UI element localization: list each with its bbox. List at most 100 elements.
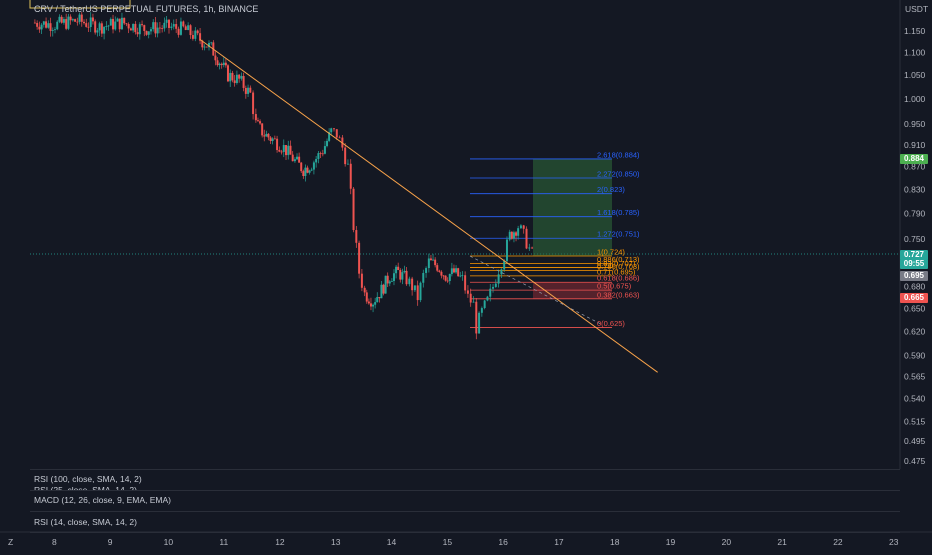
candle-body — [269, 137, 272, 141]
candle-body — [83, 21, 86, 24]
candle-body — [452, 268, 455, 273]
level-price-tag: 0.695 — [900, 271, 928, 281]
candle-body — [220, 63, 223, 66]
candle-body — [163, 22, 166, 29]
price-tick-label: 0.910 — [904, 140, 926, 150]
price-tick-label: 0.475 — [904, 456, 926, 466]
candle-body — [306, 167, 309, 173]
candle-body — [273, 138, 276, 140]
stop-zone[interactable] — [533, 282, 612, 299]
price-tick-label: 0.870 — [904, 162, 926, 172]
candle-body — [116, 18, 119, 22]
fib-level-label: 0.382(0.663) — [597, 290, 640, 299]
candle-body — [519, 225, 522, 229]
candle-body — [302, 171, 305, 177]
candle-body — [522, 225, 525, 229]
candle-body — [218, 63, 221, 66]
candle-body — [280, 151, 283, 153]
candle-body — [466, 290, 469, 294]
candle-body — [261, 123, 264, 136]
candle-body — [319, 153, 322, 154]
candle-body — [321, 153, 324, 155]
candle-body — [326, 140, 329, 147]
candle-body — [355, 230, 358, 243]
candle-body — [338, 137, 341, 139]
candle-body — [497, 274, 500, 284]
candle-body — [392, 273, 395, 282]
candle-body — [94, 21, 97, 33]
timezone-corner-label[interactable]: Z — [8, 537, 13, 547]
candle-body — [91, 17, 94, 22]
indicator-rsi-100-label[interactable]: RSI (100, close, SMA, 14, 2) — [34, 474, 142, 484]
candle-body — [276, 138, 279, 151]
candle-body — [367, 301, 370, 304]
candle-body — [438, 270, 441, 272]
candle-body — [515, 232, 518, 236]
candle-body — [505, 239, 508, 261]
candle-body — [494, 283, 497, 287]
candle-body — [469, 293, 472, 303]
indicator-rsi-25-label[interactable]: RSI (25, close, SMA, 14, 2) — [34, 485, 137, 490]
candle-body — [132, 23, 135, 31]
candle-body — [298, 156, 301, 163]
candle-body — [147, 31, 150, 35]
time-tick-label: 22 — [833, 537, 843, 547]
pane-separator[interactable] — [30, 532, 900, 533]
price-tick-label: 0.650 — [904, 303, 926, 313]
time-tick-label: 19 — [666, 537, 676, 547]
pane-separator[interactable] — [30, 469, 900, 470]
candle-body — [263, 135, 266, 137]
candle-body — [419, 282, 422, 301]
projection-line[interactable] — [469, 255, 601, 324]
candle-body — [58, 16, 61, 22]
candle-body — [382, 284, 385, 294]
candle-body — [480, 308, 483, 313]
price-tick-label: 0.565 — [904, 372, 926, 382]
candle-body — [304, 167, 307, 177]
candle-body — [123, 17, 126, 24]
candle-body — [214, 55, 217, 61]
candle-body — [45, 21, 48, 28]
pane-separator[interactable] — [30, 490, 900, 491]
candle-body — [291, 154, 294, 162]
time-tick-label: 17 — [554, 537, 564, 547]
pane-separator[interactable] — [30, 511, 900, 512]
fib-level-label: 1.272(0.751) — [597, 230, 640, 239]
candle-body — [457, 268, 460, 277]
candle-body — [300, 162, 303, 172]
candle-body — [103, 26, 106, 34]
candle-body — [344, 147, 347, 165]
time-tick-label: 16 — [498, 537, 508, 547]
descending-trendline[interactable] — [199, 39, 658, 373]
candle-body — [56, 21, 59, 30]
indicator-macd-label[interactable]: MACD (12, 26, close, 9, EMA, EMA) — [34, 495, 171, 505]
time-tick-label: 9 — [108, 537, 113, 547]
candle-body — [136, 32, 139, 35]
candle-body — [293, 159, 296, 162]
price-tick-label: 1.000 — [904, 94, 926, 104]
candle-body — [525, 228, 528, 249]
candle-body — [177, 28, 180, 35]
candle-body — [191, 35, 194, 39]
target-zone[interactable] — [533, 158, 612, 257]
candle-body — [346, 163, 349, 165]
price-tick-label: 1.100 — [904, 48, 926, 58]
fib-level-label: 2.618(0.884) — [597, 150, 640, 159]
indicator-rsi-14-label[interactable]: RSI (14, close, SMA, 14, 2) — [34, 517, 137, 527]
candle-body — [224, 62, 227, 66]
candle-body — [440, 271, 443, 276]
candle-body — [434, 259, 437, 266]
candle-body — [194, 30, 197, 39]
candle-body — [189, 25, 192, 36]
candle-body — [51, 30, 54, 31]
candle-body — [100, 23, 103, 34]
candle-body — [54, 29, 56, 31]
time-tick-label: 11 — [219, 537, 228, 547]
candle-body — [158, 27, 161, 29]
candle-body — [317, 153, 320, 159]
candle-body — [369, 303, 372, 307]
candle-body — [247, 87, 250, 94]
candle-body — [184, 26, 187, 30]
